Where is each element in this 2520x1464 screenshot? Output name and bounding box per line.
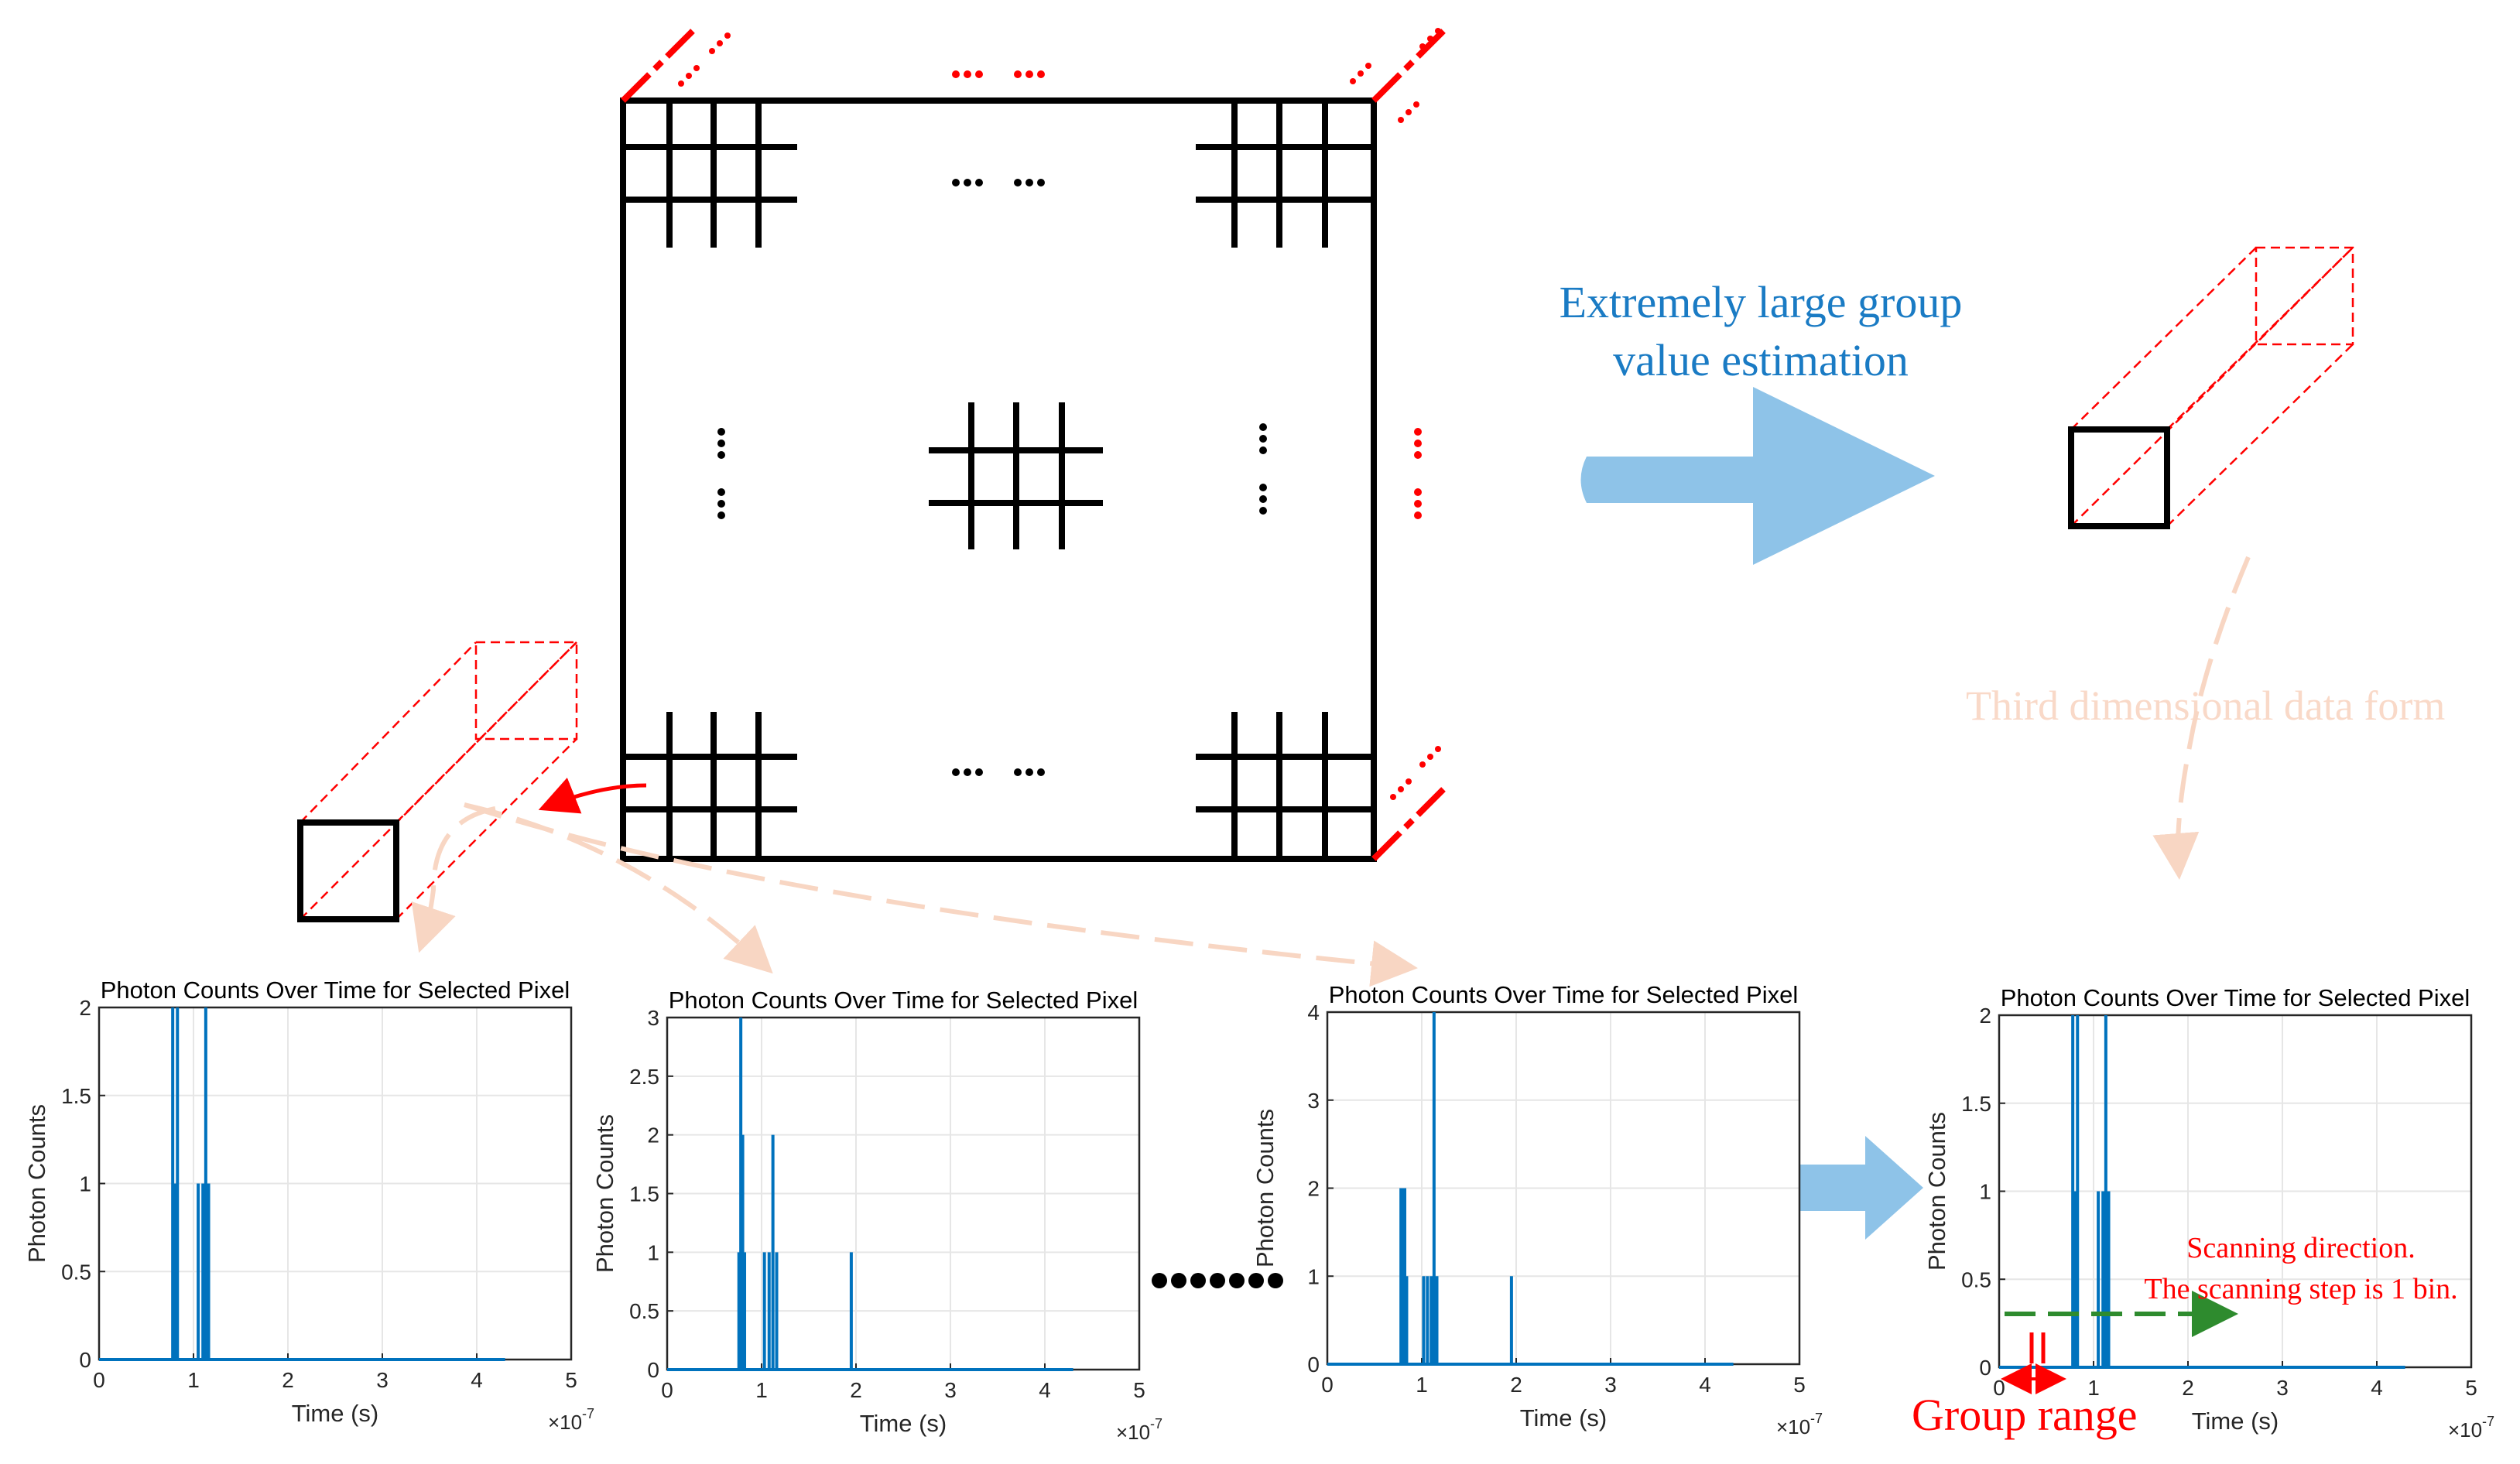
x-exponent-power: -7 — [582, 1406, 594, 1421]
x-exponent-power: -7 — [1150, 1416, 1162, 1432]
x-exponent-label: ×10 — [2448, 1418, 2482, 1442]
x-exponent-power: -7 — [2482, 1414, 2494, 1429]
x-tick-label: 1 — [755, 1378, 768, 1402]
scan-label-line1: Scanning direction. — [2186, 1232, 2415, 1264]
y-tick-label: 1.5 — [629, 1182, 659, 1206]
y-tick-label: 1 — [1979, 1180, 1991, 1204]
x-exponent-label: ×10 — [1776, 1415, 1810, 1438]
y-tick-label: 1.5 — [1961, 1092, 1991, 1116]
y-tick-label: 1.5 — [61, 1084, 91, 1108]
chart-gap-dots — [1152, 1273, 1283, 1288]
third-dim-label: Third dimensional data form — [1966, 682, 2445, 729]
peach-arrow-right — [2152, 556, 2251, 880]
x-tick-label: 3 — [2276, 1376, 2289, 1400]
chart-2: 0 1 2 3 4 5 0 0.5 1 1.5 2 2.5 3 Photon Counts Over Ti… — [591, 987, 1162, 1444]
y-tick-label: 1 — [647, 1240, 659, 1264]
x-axis-label: Time (s) — [292, 1400, 379, 1427]
y-tick-label: 3 — [1307, 1089, 1320, 1113]
y-axis-label: Photon Counts — [1251, 1109, 1279, 1267]
x-exponent-label: ×10 — [548, 1411, 582, 1434]
grid-center — [929, 402, 1103, 549]
x-tick-label: 1 — [187, 1368, 200, 1392]
chart-3: 0 1 2 3 4 5 0 1 2 3 4 Photon Counts Over Time for S… — [1251, 981, 1823, 1438]
x-tick-label: 1 — [2087, 1376, 2100, 1400]
big-arrow — [1580, 387, 1935, 565]
x-axis-label: Time (s) — [1520, 1404, 1608, 1432]
y-tick-label: 1 — [1307, 1264, 1320, 1288]
grid-top-left — [623, 101, 797, 248]
x-tick-label: 4 — [1039, 1378, 1051, 1402]
y-tick-label: 2 — [647, 1124, 659, 1148]
x-tick-label: 0 — [93, 1368, 105, 1392]
y-tick-label: 3 — [647, 1006, 659, 1030]
scan-label-line2: The scanning step is 1 bin. — [2144, 1273, 2457, 1305]
x-tick-label: 4 — [1699, 1373, 1711, 1397]
chart-title: Photon Counts Over Time for Selected Pix… — [101, 977, 570, 1004]
chart-title: Photon Counts Over Time for Selected Pix… — [1329, 981, 1799, 1008]
x-tick-label: 3 — [376, 1368, 389, 1392]
grid-bottom-right — [1196, 712, 1374, 859]
y-tick-label: 0.5 — [1961, 1267, 1991, 1291]
grid-bottom-left — [623, 712, 797, 859]
x-tick-label: 4 — [2371, 1376, 2383, 1400]
x-tick-label: 0 — [661, 1378, 673, 1402]
pixel-column-right — [2068, 246, 2354, 529]
x-tick-label: 2 — [1510, 1373, 1522, 1397]
x-tick-label: 5 — [2465, 1376, 2477, 1400]
pixel-array — [620, 97, 1377, 862]
y-tick-label: 1 — [79, 1172, 91, 1196]
ellipsis-dots-black — [717, 179, 1267, 776]
y-tick-label: 0.5 — [61, 1260, 91, 1284]
y-axis-label: Photon Counts — [591, 1114, 618, 1273]
x-tick-label: 5 — [1133, 1378, 1145, 1402]
red-select-arrow — [538, 777, 647, 814]
grid-top-right — [1196, 101, 1374, 248]
y-tick-label: 2.5 — [629, 1065, 659, 1089]
y-tick-label: 0 — [647, 1358, 659, 1382]
x-tick-label: 2 — [850, 1378, 862, 1402]
x-tick-label: 5 — [565, 1368, 577, 1392]
y-tick-label: 2 — [1307, 1177, 1320, 1201]
x-tick-label: 4 — [471, 1368, 483, 1392]
y-tick-label: 0 — [1979, 1356, 1991, 1380]
chart-1: 0 1 2 3 4 5 0 0.5 1 1.5 2 Photon Counts Over Time f… — [23, 977, 594, 1434]
small-blue-arrow — [1799, 1136, 1923, 1240]
x-tick-label: 3 — [944, 1378, 957, 1402]
scan-annotation: Scanning direction. The scanning step is… — [1912, 1232, 2458, 1440]
x-axis-label: Time (s) — [860, 1410, 947, 1437]
x-tick-label: 2 — [2182, 1376, 2194, 1400]
chart-title: Photon Counts Over Time for Selected Pix… — [669, 987, 1138, 1014]
pixel-square-left — [297, 819, 399, 922]
x-tick-label: 1 — [1416, 1373, 1428, 1397]
group-range-label: Group range — [1912, 1390, 2138, 1440]
array-frame — [620, 97, 1377, 862]
arrow-label-line1: Extremely large group — [1560, 277, 1963, 327]
x-tick-label: 5 — [1793, 1373, 1806, 1397]
y-tick-label: 4 — [1307, 1001, 1320, 1024]
pixel-column-left — [297, 641, 578, 922]
x-tick-label: 0 — [1321, 1373, 1334, 1397]
y-tick-label: 2 — [1979, 1004, 1991, 1028]
y-tick-label: 2 — [79, 996, 91, 1020]
arrow-label-line2: value estimation — [1613, 335, 1909, 385]
y-axis-label: Photon Counts — [1923, 1112, 1950, 1271]
y-tick-label: 0.5 — [629, 1299, 659, 1323]
x-tick-label: 2 — [282, 1368, 294, 1392]
y-axis-label: Photon Counts — [23, 1104, 50, 1263]
x-exponent-label: ×10 — [1116, 1421, 1150, 1444]
pixel-square-right — [2068, 426, 2170, 529]
red-depth-hints — [621, 28, 1446, 861]
y-tick-label: 0 — [79, 1348, 91, 1372]
x-exponent-power: -7 — [1810, 1411, 1823, 1426]
y-tick-label: 0 — [1307, 1353, 1320, 1377]
chart-title: Photon Counts Over Time for Selected Pix… — [2001, 984, 2470, 1011]
peach-arrows-left — [411, 802, 1418, 987]
x-axis-label: Time (s) — [2192, 1408, 2279, 1435]
x-tick-label: 3 — [1604, 1373, 1617, 1397]
